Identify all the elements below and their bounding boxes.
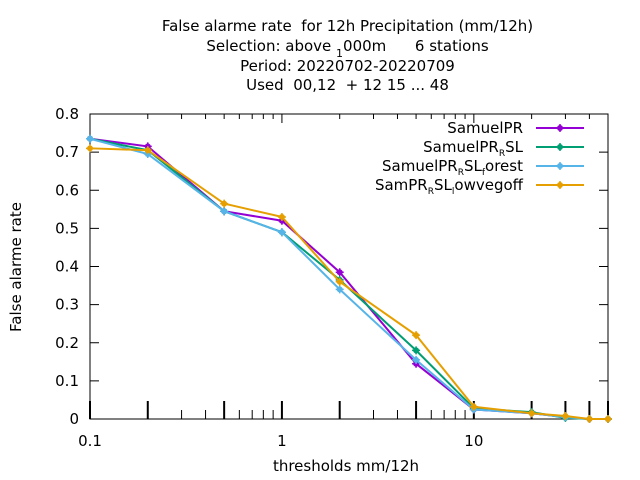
legend-label: SamuelPR [447, 119, 523, 137]
data-point [277, 212, 286, 221]
data-point [412, 346, 421, 355]
chart-subtitle-used: Used 00,12 + 12 15 ... 48 [246, 76, 449, 94]
data-point [220, 199, 229, 208]
data-point [604, 415, 612, 423]
series-1 [86, 134, 612, 423]
y-tick-label: 0.8 [55, 105, 79, 123]
y-tick-label: 0.4 [55, 258, 79, 276]
chart-subtitle-selection: Selection: above 1000m 6 stations [206, 37, 489, 60]
x-tick-label: 0.1 [78, 432, 102, 450]
series-2 [86, 134, 612, 423]
x-tick-label: 1 [277, 432, 287, 450]
y-tick-label: 0.3 [55, 296, 79, 314]
series-line [89, 137, 608, 420]
series-4 [86, 144, 612, 423]
series-layer [86, 134, 612, 423]
data-point [561, 411, 570, 420]
data-point [412, 355, 421, 364]
y-axis-label: False alarme rate [7, 202, 25, 332]
y-tick-label: 0.7 [55, 143, 79, 161]
legend-marker [556, 181, 564, 189]
legend-label: SamuelPRRSL [423, 138, 523, 159]
data-point [277, 228, 286, 237]
data-point [335, 268, 344, 277]
y-tick-label: 0.1 [55, 372, 79, 390]
data-point [335, 285, 344, 294]
chart-subtitle-period: Period: 20220702-20220709 [240, 57, 455, 75]
series-line [89, 137, 608, 420]
legend: SamuelPRSamuelPRRSLSamuelPRRSLforestSamP… [375, 119, 584, 197]
y-tick-label: 0.5 [55, 219, 79, 237]
data-point [335, 277, 344, 286]
series-line [89, 137, 608, 420]
series-3 [86, 134, 612, 423]
plot-frame [89, 113, 609, 420]
x-tick-label: 10 [464, 432, 483, 450]
data-point [585, 415, 594, 423]
plot-area: 0 0.1 0.2 0.3 0.4 0.5 0.6 0.7 0.8 0.1 1 10 [55, 105, 609, 450]
chart-title: False alarme rate for 12h Precipitation … [161, 17, 534, 35]
data-point [469, 402, 478, 411]
data-point [86, 134, 94, 143]
data-point [86, 144, 94, 153]
x-axis-label: thresholds mm/12h [273, 457, 419, 475]
y-tick-label: 0 [69, 410, 79, 428]
legend-marker [556, 162, 564, 170]
legend-label: SamuelPRRSLforest [382, 157, 523, 178]
y-tick-label: 0.2 [55, 334, 79, 352]
data-point [412, 331, 421, 340]
legend-marker [556, 143, 564, 151]
data-point [220, 207, 229, 216]
y-tick-label: 0.6 [55, 181, 79, 199]
legend-marker [556, 124, 564, 132]
data-point [527, 409, 536, 418]
legend-label: SamPRRSLlowvegoff [375, 176, 524, 197]
data-point [143, 146, 152, 155]
